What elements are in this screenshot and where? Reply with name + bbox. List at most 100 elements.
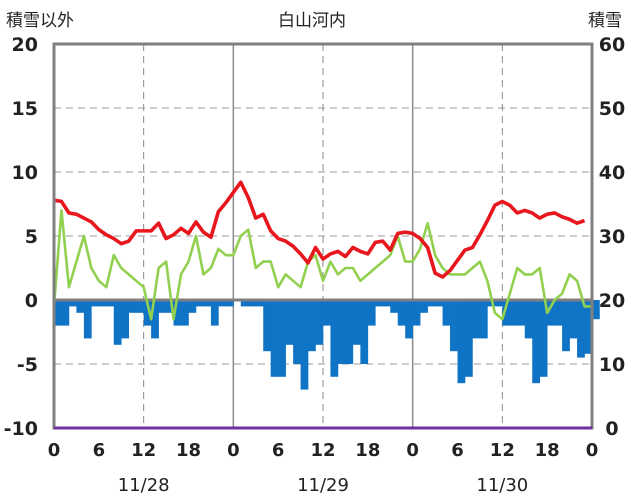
precip-bar <box>584 300 593 354</box>
precip-bar <box>143 300 152 326</box>
left-axis-title: 積雪以外 <box>6 11 74 31</box>
precip-bar <box>308 300 316 352</box>
left-tick-label: -10 <box>4 418 38 440</box>
right-tick-label: 10 <box>599 354 625 376</box>
precip-bar <box>427 300 436 307</box>
precip-bar <box>300 300 309 390</box>
precip-bar <box>240 300 249 307</box>
precip-bar <box>166 300 174 313</box>
precip-bar <box>203 300 212 307</box>
precip-bar <box>128 300 137 313</box>
precip-bar <box>547 300 555 326</box>
right-tick-label: 30 <box>599 226 625 248</box>
right-tick-label: 60 <box>599 34 625 56</box>
date-label: 11/30 <box>476 475 528 496</box>
precip-bar <box>405 300 413 339</box>
date-label: 11/28 <box>118 475 170 496</box>
precip-bar <box>136 300 144 313</box>
precip-bar <box>479 300 488 339</box>
x-tick-label: 6 <box>451 440 464 461</box>
precip-bar <box>225 300 234 307</box>
precip-bar <box>375 300 384 307</box>
precip-bar <box>151 300 159 339</box>
precip-bar <box>412 300 421 326</box>
left-tick-label: 0 <box>25 290 38 312</box>
precip-bar <box>113 300 122 345</box>
precip-bar <box>517 300 526 326</box>
precip-bar <box>270 300 279 377</box>
chart-title: 白山河内 <box>278 11 346 31</box>
precip-bar <box>263 300 271 352</box>
x-tick-label: 6 <box>272 440 285 461</box>
precip-bar <box>494 300 503 307</box>
precip-bar <box>278 300 286 377</box>
precip-bar <box>360 300 369 364</box>
x-tick-label: 0 <box>586 440 599 461</box>
date-label: 11/29 <box>297 475 349 496</box>
precip-bar <box>554 300 563 326</box>
left-tick-label: 10 <box>12 162 38 184</box>
x-tick-label: 0 <box>406 440 419 461</box>
precip-bar <box>539 300 548 377</box>
precip-bar <box>61 300 70 326</box>
precip-bar <box>509 300 518 326</box>
snow-depth-line <box>52 209 592 321</box>
precip-bar <box>210 300 219 326</box>
right-tick-label: 0 <box>605 418 618 440</box>
precip-bar <box>457 300 466 384</box>
x-tick-label: 12 <box>490 440 515 461</box>
precip-bar <box>450 300 458 352</box>
x-tick-label: 18 <box>535 440 560 461</box>
precip-bar <box>173 300 182 326</box>
precip-bar <box>532 300 540 384</box>
precip-bar <box>577 300 585 358</box>
left-tick-label: -5 <box>17 354 38 376</box>
x-tick-label: 18 <box>355 440 380 461</box>
left-tick-label: 15 <box>12 98 38 120</box>
precip-bar <box>345 300 354 364</box>
precip-bar <box>293 300 301 364</box>
precip-bar <box>68 300 77 307</box>
precip-bar <box>83 300 92 339</box>
x-tick-label: 6 <box>93 440 106 461</box>
precip-bar <box>54 300 62 326</box>
right-axis-title: 積雪 <box>588 11 622 31</box>
x-tick-label: 0 <box>48 440 61 461</box>
x-tick-label: 12 <box>310 440 335 461</box>
temperature-line <box>53 180 586 279</box>
precip-bar <box>121 300 130 339</box>
precip-bar <box>562 300 570 352</box>
precip-bar <box>472 300 481 339</box>
precip-bar <box>352 300 361 345</box>
precip-bar <box>323 300 331 326</box>
right-tick-label: 20 <box>599 290 625 312</box>
right-tick-label: 40 <box>599 162 625 184</box>
precip-bar <box>397 300 406 326</box>
precip-bar <box>181 300 189 326</box>
precip-bar <box>188 300 197 313</box>
left-tick-label: 20 <box>12 34 38 56</box>
precip-bar <box>464 300 473 377</box>
precip-bar <box>76 300 85 313</box>
precip-bar <box>442 300 451 326</box>
precip-bar <box>91 300 100 307</box>
precip-bar <box>367 300 376 326</box>
precip-bar <box>502 300 511 326</box>
left-tick-label: 5 <box>25 226 38 248</box>
precip-bar <box>285 300 294 345</box>
precip-bar <box>337 300 346 364</box>
precip-bar <box>524 300 533 339</box>
x-tick-label: 18 <box>176 440 201 461</box>
x-tick-label: 0 <box>227 440 240 461</box>
precip-bar <box>218 300 227 307</box>
precip-bar <box>435 300 443 307</box>
precip-bar <box>420 300 428 313</box>
precip-bar <box>592 300 600 320</box>
precip-bar <box>315 300 324 345</box>
x-tick-label: 12 <box>131 440 156 461</box>
precip-bar <box>158 300 167 313</box>
right-tick-label: 50 <box>599 98 625 120</box>
precip-bar <box>382 300 391 307</box>
precip-bar <box>569 300 578 339</box>
